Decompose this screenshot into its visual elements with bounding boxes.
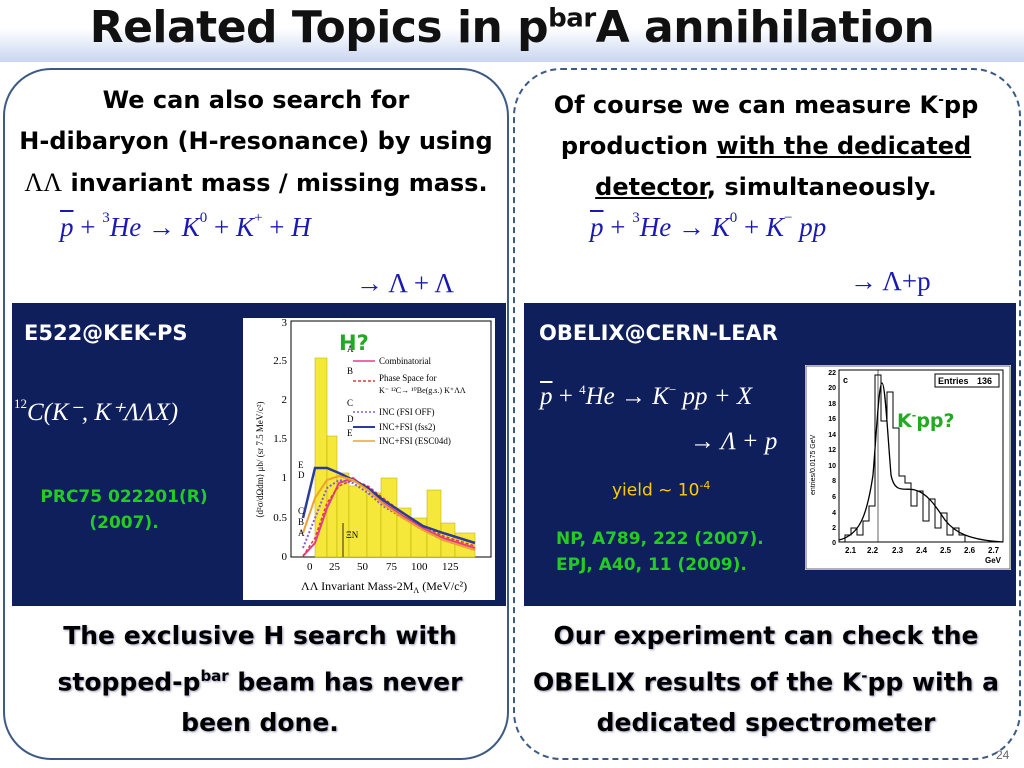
page-number: 24 — [996, 748, 1010, 762]
e522-plot-svg: ΞN 0 25 50 75 100 125 0 0.5 1 1.5 2 2.5 … — [255, 317, 492, 595]
svg-text:2.7: 2.7 — [988, 546, 1000, 555]
svg-text:0.5: 0.5 — [273, 512, 287, 524]
obelix-box-title: OBELIX@CERN-LEAR — [539, 321, 778, 345]
svg-text:Phase Space for: Phase Space for — [379, 373, 436, 383]
entries-label: Entries — [938, 376, 969, 386]
svg-text:C: C — [347, 398, 353, 408]
svg-text:50: 50 — [357, 561, 369, 573]
right-reaction-equation: p + 3He → K0 + K− pp — [590, 210, 827, 242]
xi-n-label: ΞN — [346, 530, 359, 540]
svg-text:2.3: 2.3 — [892, 546, 904, 555]
svg-text:2.6: 2.6 — [964, 546, 976, 555]
svg-text:22: 22 — [828, 370, 836, 377]
obelix-xunit: GeV — [985, 556, 1002, 565]
svg-text:0: 0 — [282, 551, 288, 563]
left-intro-text: We can also search for H-dibaryon (H-res… — [19, 86, 493, 197]
svg-text:INC+FSI (ESC04d): INC+FSI (ESC04d) — [379, 436, 451, 446]
e522-reference: PRC75 022201(R) (2007). — [40, 487, 208, 533]
svg-text:INC (FSI OFF): INC (FSI OFF) — [379, 407, 435, 417]
svg-text:1: 1 — [282, 472, 288, 484]
obelix-yticks: 0 2 4 6 8 10 12 14 16 18 20 22 — [828, 370, 836, 547]
svg-text:A: A — [347, 344, 354, 354]
svg-text:2.4: 2.4 — [916, 546, 928, 555]
e522-xlabel: ΛΛ Invariant Mass-2MΛ (MeV/c²) — [301, 579, 467, 595]
svg-text:14: 14 — [828, 432, 836, 439]
svg-text:125: 125 — [442, 561, 459, 573]
right-panel — [513, 68, 1021, 760]
obelix-xticks: 2.1 2.2 2.3 2.4 2.5 2.6 2.7 — [845, 546, 1000, 555]
svg-text:Combinatorial: Combinatorial — [379, 356, 431, 366]
left-panel — [3, 68, 509, 760]
svg-text:E: E — [347, 428, 353, 438]
e522-legend: A Combinatorial B Phase Space for K⁻ ¹²C… — [347, 344, 466, 446]
svg-text:25: 25 — [329, 561, 341, 573]
svg-text:100: 100 — [411, 561, 428, 573]
svg-text:3: 3 — [282, 318, 288, 329]
h-question-annotation: H? — [339, 331, 369, 355]
obelix-ylabel: entries/0.0175 GeV — [810, 434, 817, 495]
yield-text: yield ~ 10-4 — [612, 479, 711, 501]
title-band — [0, 0, 1024, 62]
svg-text:E: E — [298, 460, 304, 470]
svg-text:18: 18 — [828, 401, 836, 408]
left-decay-equation: → Λ + Λ — [356, 268, 454, 298]
slide-title: Related Topics in pbarA annihilation — [89, 2, 935, 53]
obelix-plot-svg: Entries 136 c 2.1 2.2 2.3 2.4 2.5 2.6 2.… — [805, 365, 1011, 570]
entries-value: 136 — [977, 376, 992, 386]
right-intro-text: Of course we can measure K-pp production… — [553, 91, 979, 201]
svg-text:0: 0 — [307, 561, 313, 573]
svg-text:1.5: 1.5 — [273, 433, 287, 445]
left-conclusion: The exclusive H search with stopped-pbar… — [57, 621, 463, 738]
svg-text:6: 6 — [832, 494, 836, 501]
svg-text:10: 10 — [828, 463, 836, 470]
svg-text:4: 4 — [832, 510, 836, 517]
right-decay-equation: → Λ+p — [850, 266, 931, 296]
e522-reaction: 12C(K⁻, K⁺ΛΛX) — [14, 396, 179, 426]
obelix-decay: → Λ + p — [690, 428, 778, 455]
obelix-plot: Entries 136 c 2.1 2.2 2.3 2.4 2.5 2.6 2.… — [805, 365, 1011, 570]
svg-text:16: 16 — [828, 416, 836, 423]
svg-text:2.5: 2.5 — [273, 355, 287, 367]
obelix-reference: NP, A789, 222 (2007). EPJ, A40, 11 (2009… — [556, 529, 764, 575]
svg-text:12: 12 — [828, 447, 836, 454]
svg-text:A: A — [298, 528, 305, 538]
svg-text:2.5: 2.5 — [940, 546, 952, 555]
e522-plot: ΞN 0 25 50 75 100 125 0 0.5 1 1.5 2 2.5 … — [243, 317, 495, 600]
panel-label: c — [843, 375, 848, 385]
svg-text:0: 0 — [832, 540, 836, 547]
svg-text:K⁻ ¹²C→ ¹⁰Be(g.s.) K⁺ΛΛ: K⁻ ¹²C→ ¹⁰Be(g.s.) K⁺ΛΛ — [379, 386, 466, 395]
svg-text:C: C — [298, 506, 304, 516]
e522-ylabel: ⟨d²σ/dΩdm⟩ μb/ (sr 7.5 MeV/c²) — [255, 401, 265, 518]
svg-text:INC+FSI (fss2): INC+FSI (fss2) — [379, 422, 435, 432]
svg-text:2.1: 2.1 — [845, 546, 857, 555]
left-reaction-equation: p + 3He → K0 + K+ + H — [60, 210, 311, 242]
obelix-reaction: p + 4He → K− pp + X — [540, 382, 753, 410]
svg-text:8: 8 — [832, 478, 836, 485]
e522-xticks: 0 25 50 75 100 125 — [307, 561, 459, 573]
svg-text:75: 75 — [386, 561, 398, 573]
svg-text:D: D — [298, 470, 305, 480]
e522-curve-letters: E D C B A — [298, 460, 305, 538]
right-conclusion: Our experiment can check the OBELIX resu… — [533, 621, 999, 738]
e522-yticks: 0 0.5 1 1.5 2 2.5 3 — [273, 317, 288, 563]
svg-text:2.2: 2.2 — [867, 546, 879, 555]
svg-text:2: 2 — [282, 394, 288, 406]
svg-text:D: D — [347, 414, 354, 424]
e522-box-title: E522@KEK-PS — [24, 321, 188, 345]
svg-text:B: B — [347, 366, 353, 376]
kpp-question-annotation: K-pp? — [897, 409, 955, 432]
obelix-histogram — [839, 374, 1003, 543]
svg-text:2: 2 — [832, 525, 836, 532]
svg-text:20: 20 — [828, 385, 836, 392]
svg-text:B: B — [298, 517, 304, 527]
